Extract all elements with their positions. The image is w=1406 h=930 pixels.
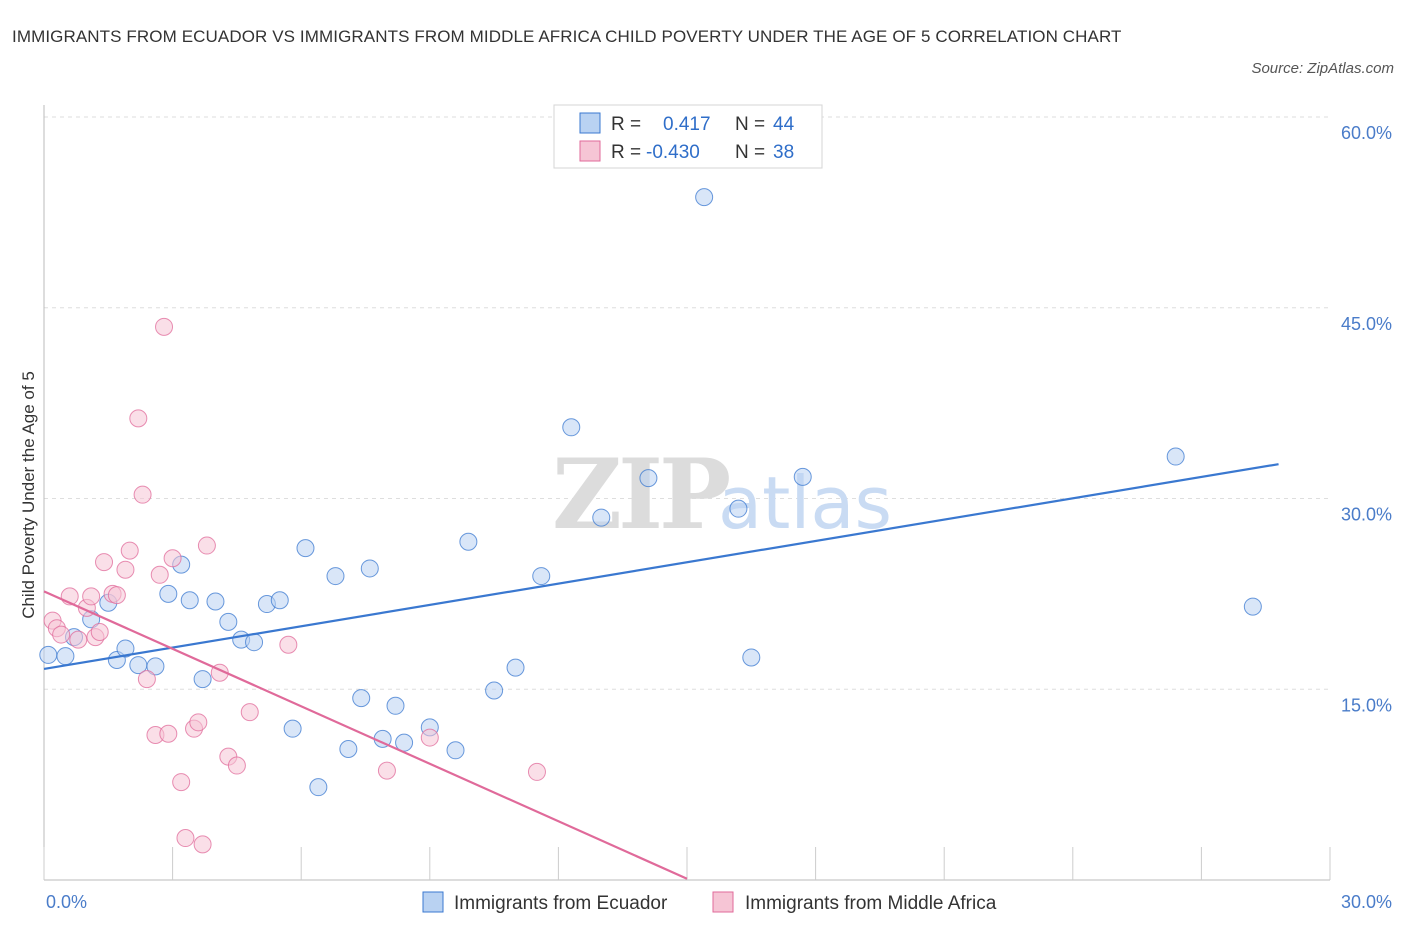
point-middle-africa xyxy=(155,317,174,336)
legend-r-value-middle-africa: -0.430 xyxy=(646,142,700,163)
x-tick-label: 30.0% xyxy=(1341,892,1392,912)
watermark: ZIP atlas xyxy=(552,438,892,551)
y-tick-label: 30.0% xyxy=(1341,505,1392,525)
point-ecuador xyxy=(116,639,135,658)
point-ecuador xyxy=(639,469,658,488)
point-ecuador xyxy=(180,591,199,610)
point-middle-africa xyxy=(129,409,148,428)
watermark-zip: ZIP xyxy=(552,438,729,551)
y-axis-label: Child Poverty Under the Age of 5 xyxy=(19,371,38,619)
legend-r-label-middle-africa: R = xyxy=(611,142,641,163)
point-ecuador xyxy=(742,648,761,667)
point-ecuador xyxy=(270,591,289,610)
point-middle-africa xyxy=(90,623,109,642)
point-middle-africa xyxy=(527,762,546,781)
point-middle-africa xyxy=(159,724,178,743)
chart-title: IMMIGRANTS FROM ECUADOR VS IMMIGRANTS FR… xyxy=(12,27,1122,46)
point-ecuador xyxy=(159,584,178,603)
x-tick-labels: 0.0% 30.0% xyxy=(46,892,1392,912)
point-middle-africa xyxy=(197,536,216,555)
trend-line-ecuador xyxy=(43,463,1279,670)
point-ecuador xyxy=(506,658,525,677)
point-ecuador xyxy=(360,559,379,578)
legend-swatch-middle-africa xyxy=(579,140,601,162)
point-middle-africa xyxy=(95,553,114,572)
point-ecuador xyxy=(352,689,371,708)
trend-line-middle-africa xyxy=(43,590,688,880)
point-ecuador xyxy=(296,539,315,558)
point-ecuador xyxy=(386,696,405,715)
bottom-legend-swatch-middle-africa xyxy=(712,891,734,913)
point-ecuador xyxy=(56,647,75,666)
y-tick-label: 15.0% xyxy=(1341,695,1392,715)
legend-n-value-ecuador: 44 xyxy=(773,114,795,135)
point-ecuador xyxy=(485,681,504,700)
bottom-legend-label-middle-africa: Immigrants from Middle Africa xyxy=(745,893,997,914)
point-ecuador xyxy=(219,612,238,631)
point-ecuador xyxy=(562,418,581,437)
point-middle-africa xyxy=(377,761,396,780)
point-ecuador xyxy=(39,645,58,664)
legend-n-label-ecuador: N = xyxy=(735,114,765,135)
point-ecuador xyxy=(146,657,165,676)
point-ecuador xyxy=(532,567,551,586)
y-tick-label: 60.0% xyxy=(1341,123,1392,143)
point-ecuador xyxy=(206,592,225,611)
point-middle-africa xyxy=(172,773,191,792)
point-middle-africa xyxy=(189,713,208,732)
legend-swatch-ecuador xyxy=(579,112,601,134)
point-ecuador xyxy=(245,633,264,652)
point-ecuador xyxy=(446,741,465,760)
point-middle-africa xyxy=(133,485,152,504)
legend-n-value-middle-africa: 38 xyxy=(773,142,794,163)
x-tick-marks xyxy=(43,847,1331,880)
point-ecuador xyxy=(339,740,358,759)
legend-r-label-ecuador: R = xyxy=(611,114,641,135)
point-ecuador xyxy=(1243,597,1262,616)
source-label: Source: ZipAtlas.com xyxy=(1251,60,1394,77)
point-middle-africa xyxy=(193,835,212,854)
point-middle-africa xyxy=(52,625,71,644)
trend-lines xyxy=(43,463,1279,880)
point-middle-africa xyxy=(137,670,156,689)
point-middle-africa xyxy=(150,565,169,584)
bottom-legend-label-ecuador: Immigrants from Ecuador xyxy=(454,893,668,914)
point-ecuador xyxy=(592,508,611,527)
series-legend: Immigrants from Ecuador Immigrants from … xyxy=(422,891,997,914)
point-ecuador xyxy=(326,567,345,586)
point-middle-africa xyxy=(227,756,246,775)
point-ecuador xyxy=(695,188,714,207)
point-ecuador xyxy=(793,467,812,486)
point-middle-africa xyxy=(279,635,298,654)
point-middle-africa xyxy=(420,728,439,747)
point-ecuador xyxy=(283,719,302,738)
point-ecuador xyxy=(193,670,212,689)
y-tick-labels: 15.0% 30.0% 45.0% 60.0% xyxy=(1341,123,1392,715)
legend-n-label-middle-africa: N = xyxy=(735,142,765,163)
point-middle-africa xyxy=(176,829,195,848)
point-middle-africa xyxy=(107,586,126,605)
stats-legend: R = 0.417 N = 44 R = -0.430 N = 38 xyxy=(553,104,823,169)
point-ecuador xyxy=(729,499,748,518)
bottom-legend-swatch-ecuador xyxy=(422,891,444,913)
point-middle-africa xyxy=(163,549,182,568)
point-middle-africa xyxy=(69,630,88,649)
x-tick-label: 0.0% xyxy=(46,892,87,912)
series-middle-africa-points xyxy=(43,317,546,854)
point-ecuador xyxy=(1166,447,1185,466)
gridlines xyxy=(44,116,1330,690)
point-middle-africa xyxy=(240,703,259,722)
series-ecuador-points xyxy=(39,188,1262,797)
point-middle-africa xyxy=(116,560,135,579)
y-tick-label: 45.0% xyxy=(1341,314,1392,334)
point-ecuador xyxy=(459,532,478,551)
legend-r-value-ecuador: 0.417 xyxy=(663,114,711,135)
point-middle-africa xyxy=(82,587,101,606)
point-middle-africa xyxy=(120,541,139,560)
point-ecuador xyxy=(309,778,328,797)
